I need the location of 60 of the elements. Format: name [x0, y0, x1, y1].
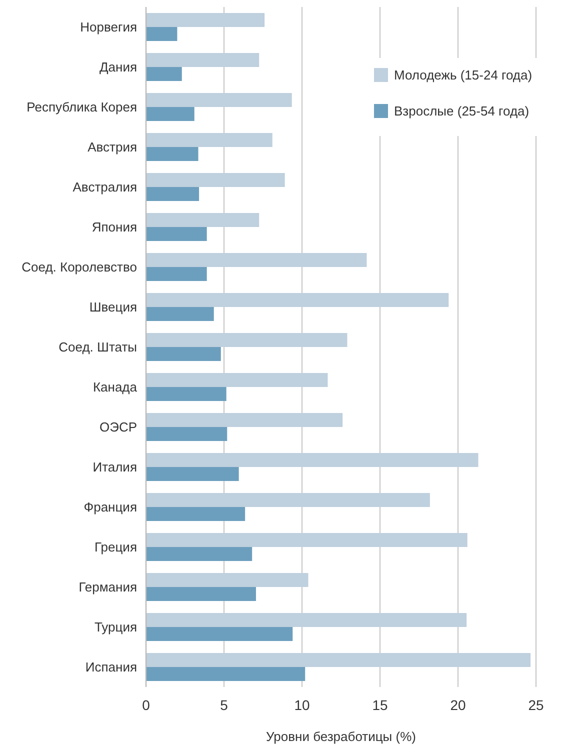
y-tick-label: Дания: [99, 60, 137, 75]
bar: [146, 587, 256, 601]
bar: [146, 253, 367, 267]
bar: [146, 27, 178, 41]
y-tick-label: Австрия: [88, 140, 137, 155]
bar: [146, 107, 194, 121]
legend-label: Молодежь (15-24 года): [394, 68, 532, 83]
bar: [146, 653, 531, 667]
bar: [146, 147, 198, 161]
x-tick-label: 15: [372, 696, 388, 713]
y-tick-label: Италия: [92, 460, 137, 475]
bar: [146, 373, 328, 387]
y-tick-label: Республика Корея: [26, 100, 137, 115]
bar: [146, 493, 430, 507]
bar: [146, 67, 182, 81]
bar: [146, 227, 207, 241]
bar: [146, 133, 272, 147]
bar: [146, 413, 343, 427]
bar: [146, 293, 449, 307]
bar: [146, 267, 207, 281]
y-tick-label: Канада: [92, 380, 138, 395]
x-tick-label: 20: [450, 696, 466, 713]
y-tick-label: Швеция: [89, 300, 137, 315]
bar: [146, 667, 306, 681]
bar: [146, 347, 221, 361]
bar: [146, 213, 260, 227]
bar: [146, 307, 214, 321]
bar: [146, 13, 265, 27]
y-tick-label: Соед. Королевство: [22, 260, 137, 275]
x-tick-label: 25: [528, 696, 544, 713]
bar: [146, 333, 348, 347]
bar: [146, 467, 239, 481]
y-tick-label: Япония: [92, 220, 137, 235]
y-tick-label: Франция: [84, 500, 137, 515]
bar: [146, 453, 478, 467]
bar: [146, 627, 293, 641]
bar: [146, 173, 285, 187]
legend-label: Взрослые (25-54 года): [394, 104, 530, 119]
x-tick-label: 0: [142, 696, 150, 713]
y-tick-label: Греция: [94, 540, 137, 555]
y-tick-label: Норвегия: [80, 20, 137, 35]
bar: [146, 547, 252, 561]
bar: [146, 613, 467, 627]
y-tick-label: ОЭСР: [99, 420, 137, 435]
y-tick-label: Испания: [85, 660, 137, 675]
x-axis-title: Уровни безработицы (%): [266, 729, 416, 744]
y-tick-label: Австралия: [72, 180, 137, 195]
bar: [146, 53, 260, 67]
bar: [146, 507, 246, 521]
bar: [146, 427, 228, 441]
y-tick-label: Германия: [78, 580, 137, 595]
x-tick-label: 10: [294, 696, 310, 713]
bar: [146, 533, 468, 547]
bar: [146, 93, 292, 107]
bar: [146, 387, 226, 401]
bar: [146, 573, 308, 587]
y-tick-label: Турция: [94, 620, 137, 635]
bar: [146, 187, 200, 201]
y-tick-label: Соед. Штаты: [58, 340, 137, 355]
x-tick-label: 5: [220, 696, 228, 713]
